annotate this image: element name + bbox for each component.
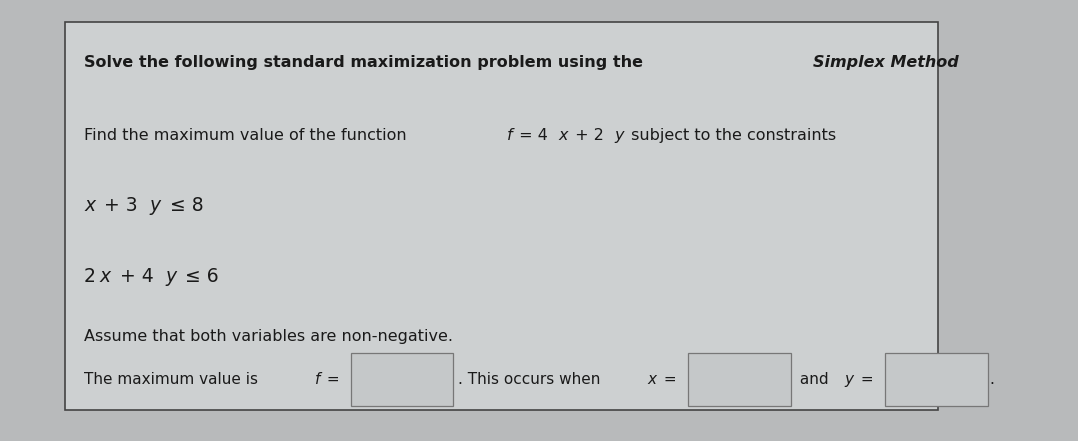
Text: x: x xyxy=(648,372,657,387)
Text: subject to the constraints: subject to the constraints xyxy=(626,128,837,143)
Text: x: x xyxy=(99,267,111,286)
Text: x: x xyxy=(84,196,95,215)
Text: and: and xyxy=(794,372,833,387)
Text: Solve the following standard maximization problem using the: Solve the following standard maximizatio… xyxy=(84,55,649,70)
Text: =: = xyxy=(322,372,344,387)
FancyBboxPatch shape xyxy=(688,353,790,406)
Text: Assume that both variables are non-negative.: Assume that both variables are non-negat… xyxy=(84,329,453,344)
FancyBboxPatch shape xyxy=(350,353,453,406)
Text: . This occurs when: . This occurs when xyxy=(457,372,605,387)
Text: + 3: + 3 xyxy=(98,196,138,215)
Text: .: . xyxy=(990,372,995,387)
FancyBboxPatch shape xyxy=(885,353,987,406)
Text: y: y xyxy=(845,372,854,387)
Text: =: = xyxy=(659,372,681,387)
Text: + 2: + 2 xyxy=(570,128,604,143)
Text: ≤ 8: ≤ 8 xyxy=(164,196,204,215)
Text: Find the maximum value of the function: Find the maximum value of the function xyxy=(84,128,412,143)
Text: =: = xyxy=(856,372,879,387)
Text: ≤ 6: ≤ 6 xyxy=(179,267,219,286)
Text: f: f xyxy=(315,372,320,387)
Text: = 4: = 4 xyxy=(514,128,548,143)
Text: Simplex Method: Simplex Method xyxy=(813,55,958,70)
Text: x: x xyxy=(558,128,567,143)
Text: y: y xyxy=(165,267,176,286)
FancyBboxPatch shape xyxy=(65,22,938,410)
Text: y: y xyxy=(614,128,623,143)
Text: y: y xyxy=(150,196,161,215)
Text: 2: 2 xyxy=(84,267,96,286)
Text: f: f xyxy=(507,128,513,143)
Text: + 4: + 4 xyxy=(114,267,153,286)
Text: The maximum value is: The maximum value is xyxy=(84,372,263,387)
